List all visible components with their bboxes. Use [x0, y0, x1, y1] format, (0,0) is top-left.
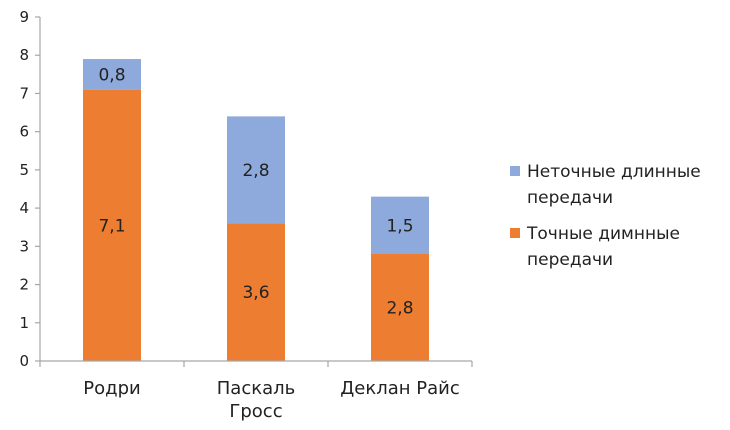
- data-label: 2,8: [386, 298, 413, 318]
- legend-swatch: [510, 166, 520, 176]
- y-tick-label: 5: [19, 161, 29, 179]
- bar-segment: [227, 223, 285, 361]
- legend-label-line: передачи: [527, 250, 613, 270]
- legend-label-line: Точные димнные: [526, 224, 680, 244]
- legend-label-line: Неточные длинные: [527, 162, 701, 182]
- data-label: 1,5: [386, 216, 413, 236]
- y-tick-label: 7: [19, 84, 29, 102]
- legend-label: Неточные длинные передачи: [527, 162, 701, 208]
- data-label: 0,8: [98, 65, 125, 85]
- legend-label: Точные димнные передачи: [526, 224, 680, 270]
- x-category-label-line: Деклан Райс: [340, 378, 460, 399]
- y-tick-label: 8: [19, 46, 29, 64]
- y-tick-label: 1: [19, 314, 29, 332]
- bar-segment: [83, 89, 141, 361]
- legend-swatch: [510, 228, 520, 238]
- y-tick-label: 0: [19, 352, 29, 370]
- x-category-label: Родри: [83, 378, 140, 399]
- x-category-label: Деклан Райс: [340, 378, 460, 399]
- x-category-label-line: Родри: [83, 378, 140, 399]
- y-tick-label: 3: [19, 237, 29, 255]
- bar-segment: [371, 253, 429, 361]
- y-tick-label: 4: [19, 199, 29, 217]
- x-category-label-line: Гросс: [229, 401, 282, 422]
- legend: Неточные длинные передачи Точные димнные пе…: [510, 162, 701, 270]
- data-label: 2,8: [242, 161, 269, 181]
- legend-label-line: передачи: [527, 188, 613, 208]
- y-tick-label: 9: [19, 8, 29, 26]
- x-axis: Родри Паскаль Гросс Деклан Райс: [39, 360, 473, 422]
- y-tick-label: 6: [19, 123, 29, 141]
- bar-segment: [227, 116, 285, 224]
- data-label: 7,1: [98, 216, 125, 236]
- x-category-label: Паскаль Гросс: [217, 378, 295, 422]
- data-label: 3,6: [242, 283, 269, 303]
- bar-segment: [371, 196, 429, 254]
- bars: 7,1 0,8 3,6 2,8 2,8 1,5: [83, 59, 429, 361]
- y-axis: 0 1 2 3 4 5 6 7 8 9: [19, 8, 41, 370]
- y-tick-label: 2: [19, 276, 29, 294]
- bar-segment: [83, 59, 141, 90]
- x-category-label-line: Паскаль: [217, 378, 295, 399]
